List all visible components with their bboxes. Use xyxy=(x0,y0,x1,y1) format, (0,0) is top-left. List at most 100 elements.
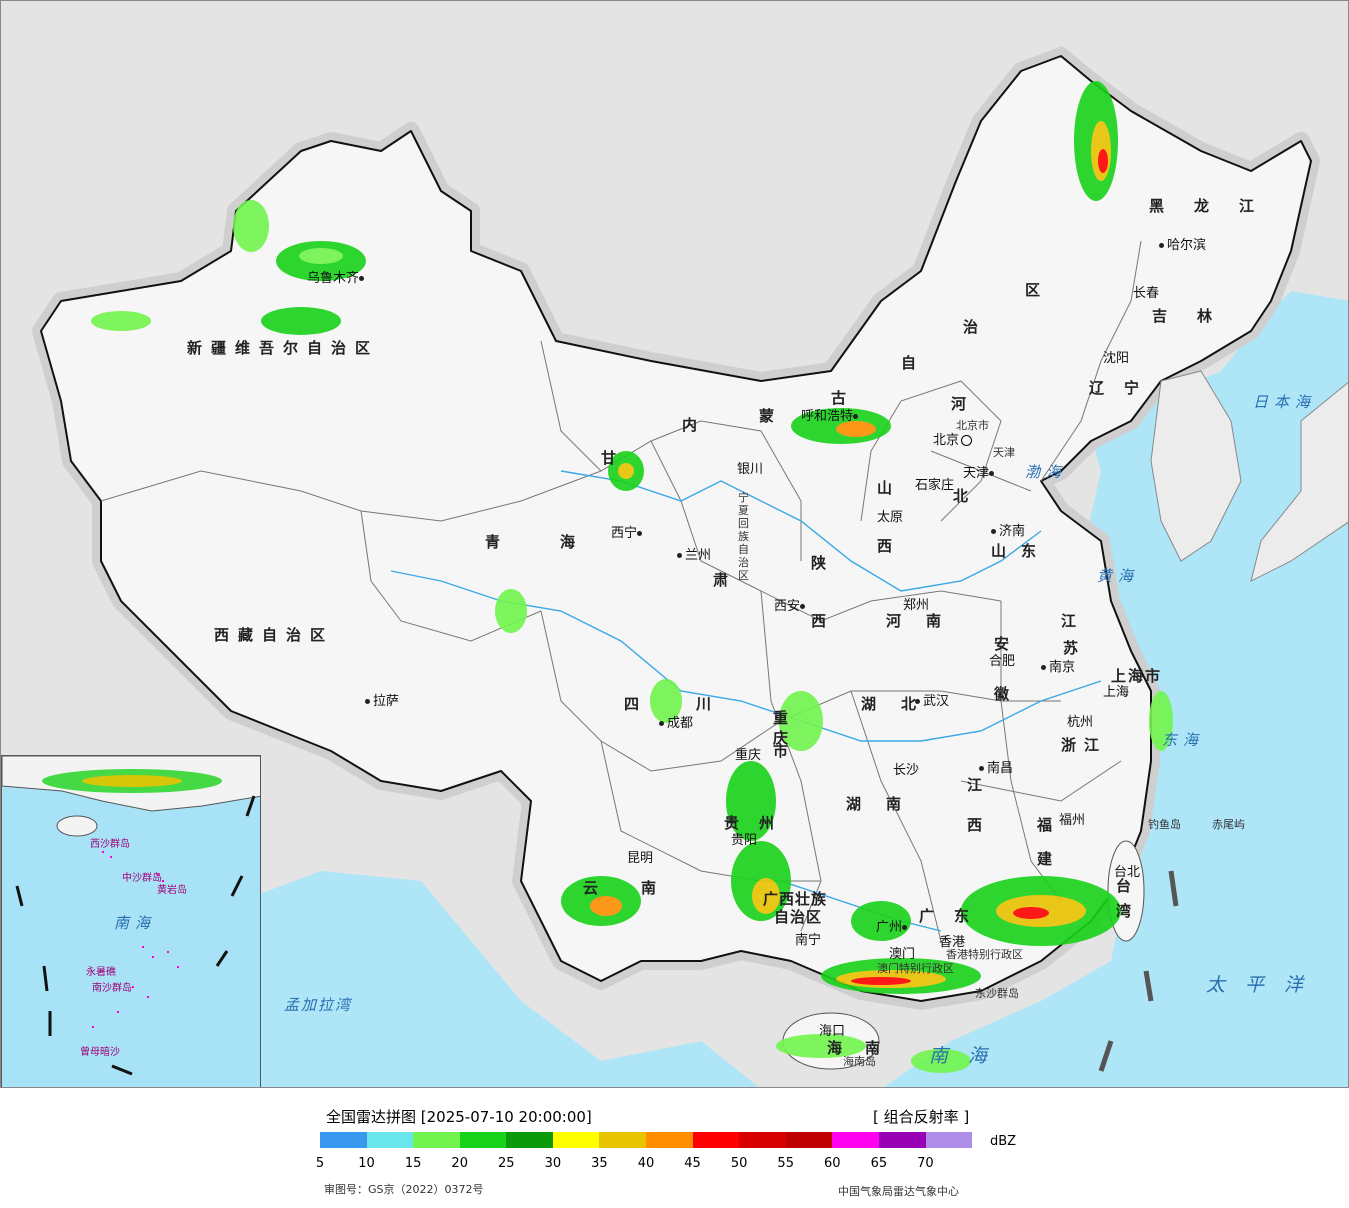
city-fuzhou: 福州 xyxy=(1059,813,1086,828)
city-xian: 西安 xyxy=(774,600,808,613)
city-hefei: 合肥 xyxy=(989,654,1016,669)
province-chongqing-qing: 庆 xyxy=(773,729,798,747)
province-fujian-fu: 福 xyxy=(1037,816,1062,834)
sea-nanhai: 南海 xyxy=(929,1045,1008,1067)
legend-panel: 全国雷达拼图 [2025-07-10 20:00:00] [ 组合反射率 ] d… xyxy=(0,1088,1349,1208)
city-taipei: 台北 xyxy=(1114,865,1141,880)
city-nanjing: 南京 xyxy=(1041,661,1075,674)
province-shanghai: 上海市 xyxy=(1111,667,1163,685)
color-scale-bar xyxy=(320,1132,973,1148)
sea-huanghai: 黄海 xyxy=(1097,567,1140,585)
color-swatch xyxy=(832,1132,879,1148)
color-swatch xyxy=(506,1132,553,1148)
city-xining: 西宁 xyxy=(611,527,645,540)
inset-nansha: 南沙群岛 xyxy=(92,983,132,994)
province-ningxia: 宁夏回族自治区 xyxy=(738,491,749,582)
city-zhengzhou: 郑州 xyxy=(903,598,930,613)
map-canvas xyxy=(32,47,1348,1087)
province-hubei: 湖北 xyxy=(861,695,942,713)
city-macau: 澳门 xyxy=(889,947,916,962)
inset-zhongsha: 中沙群岛 xyxy=(122,873,162,884)
scale-tick-label: 15 xyxy=(404,1156,422,1171)
province-guangxi-1: 广西壮族 xyxy=(763,890,828,908)
island-chiwei: 赤尾屿 xyxy=(1212,818,1245,831)
color-swatch xyxy=(878,1132,926,1148)
province-heilongjiang: 黑龙江 xyxy=(1149,197,1285,215)
map-approval-number: 审图号：GS京（2022）0372号 xyxy=(324,1183,484,1196)
province-chongqing-shi: 市 xyxy=(773,742,798,760)
city-kunming: 昆明 xyxy=(627,851,654,866)
color-swatch xyxy=(413,1132,460,1148)
province-guizhou: 贵州 xyxy=(724,814,795,832)
city-guiyang: 贵阳 xyxy=(731,833,758,848)
japan-land xyxy=(1250,381,1348,582)
scale-tick-label: 10 xyxy=(358,1156,375,1171)
color-swatch xyxy=(320,1132,367,1148)
province-neimenggu-qu: 区 xyxy=(1025,281,1050,299)
province-shanxi-xi: 西 xyxy=(877,537,902,555)
city-hohhot: 呼和浩特 xyxy=(801,410,861,423)
province-shanxi-shan: 山 xyxy=(877,479,902,497)
province-chongqing-chong: 重 xyxy=(773,709,798,727)
inset-huangyan: 黄岩岛 xyxy=(157,885,187,896)
city-changsha: 长沙 xyxy=(893,763,920,778)
city-yinchuan: 银川 xyxy=(737,462,764,477)
color-swatch xyxy=(366,1132,414,1148)
china-land xyxy=(40,55,1312,1002)
city-shenyang: 沈阳 xyxy=(1103,351,1130,366)
city-tianjin: 天津 xyxy=(963,467,997,480)
city-guangzhou: 广州 xyxy=(876,921,910,934)
city-hangzhou: 杭州 xyxy=(1067,715,1094,730)
bay-of-bengal xyxy=(151,871,759,1087)
province-jilin: 吉林 xyxy=(1152,307,1243,325)
sea-bohai: 渤海 xyxy=(1025,463,1068,481)
sea-donghai: 东海 xyxy=(1162,731,1205,749)
province-macau: 澳门特别行政区 xyxy=(877,962,954,975)
province-sichuan-chuan: 川 xyxy=(696,695,721,713)
sea-bengal: 孟加拉湾 xyxy=(284,996,353,1014)
city-urumqi: 乌鲁木齐 xyxy=(307,272,367,285)
inset-canvas xyxy=(2,756,260,1076)
province-jiangxi-xi: 西 xyxy=(967,816,992,834)
city-beijing: 北京 xyxy=(933,434,973,447)
province-shaanxi-shan: 陕 xyxy=(811,554,836,572)
province-shaanxi-xi: 西 xyxy=(811,612,836,630)
scale-tick-label: 25 xyxy=(498,1156,515,1171)
scale-tick-label: 65 xyxy=(870,1156,888,1171)
city-shanghai: 上海 xyxy=(1103,685,1130,700)
city-nanning: 南宁 xyxy=(795,933,822,948)
province-neimenggu-meng: 蒙 xyxy=(759,407,784,425)
color-swatch xyxy=(646,1132,693,1148)
province-yunnan-yun: 云 xyxy=(583,879,608,897)
province-henan: 河南 xyxy=(886,612,967,630)
province-tianjin: 天津 xyxy=(993,446,1015,459)
city-changchun: 长春 xyxy=(1133,286,1160,301)
scale-tick-label: 35 xyxy=(591,1156,608,1171)
sea-japan: 日本海 xyxy=(1253,393,1317,411)
province-guangxi-2: 自治区 xyxy=(774,908,823,926)
color-swatch xyxy=(552,1132,600,1148)
city-lhasa: 拉萨 xyxy=(365,695,399,708)
city-chengdu: 成都 xyxy=(659,717,693,730)
radar-map: 新疆维吾尔自治区 西藏自治区 青海 甘 肃 内 蒙 古 自 治 区 黑龙江 吉林… xyxy=(0,0,1349,1088)
scale-tick-label: 45 xyxy=(684,1156,701,1171)
province-neimenggu-gu: 古 xyxy=(831,389,856,407)
province-hainan-nan: 南 xyxy=(865,1039,890,1057)
province-anhui-hui: 徽 xyxy=(994,685,1019,703)
province-hebei-bei: 北 xyxy=(953,487,978,505)
city-nanchang: 南昌 xyxy=(979,762,1013,775)
province-yunnan-nan: 南 xyxy=(641,879,666,897)
inset-nanhai: 南海 xyxy=(114,914,157,932)
province-anhui-an: 安 xyxy=(994,635,1019,653)
province-hainan-hai: 海 xyxy=(827,1039,852,1057)
province-hebei-he: 河 xyxy=(951,395,976,413)
province-xizang: 西藏自治区 xyxy=(214,626,335,644)
scale-tick-label: 60 xyxy=(824,1156,841,1171)
city-lanzhou: 兰州 xyxy=(677,549,711,562)
radar-echoes xyxy=(91,81,1173,1073)
scale-tick-label: 30 xyxy=(544,1156,562,1171)
province-shandong: 山东 xyxy=(991,542,1052,560)
province-xinjiang: 新疆维吾尔自治区 xyxy=(187,339,380,357)
city-wuhan: 武汉 xyxy=(915,695,949,708)
legend-unit: dBZ xyxy=(990,1134,1017,1149)
